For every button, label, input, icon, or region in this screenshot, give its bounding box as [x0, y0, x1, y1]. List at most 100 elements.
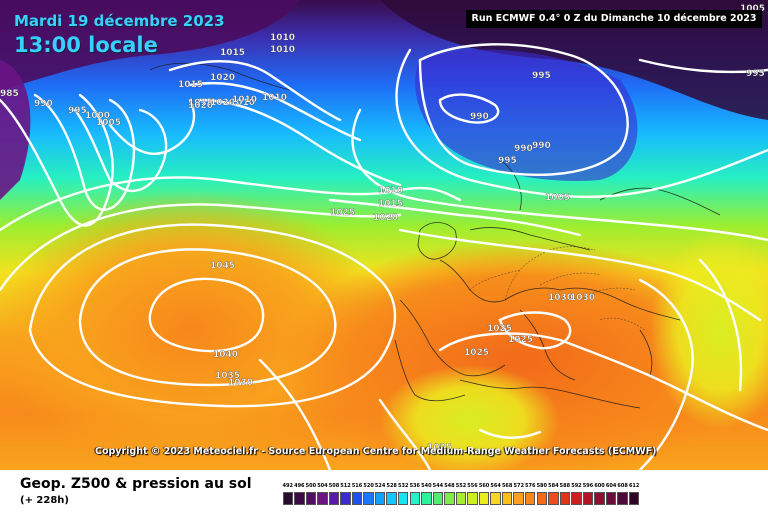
scale-step-label: 536: [409, 483, 420, 489]
isobar-label: 1025: [427, 443, 452, 453]
scale-step-label: 500: [305, 483, 317, 489]
isobar-label: 1040: [213, 350, 238, 360]
isobar-label: 1030: [570, 293, 595, 303]
scale-step-label: 584: [548, 483, 559, 489]
scale-step-label: 508: [328, 483, 340, 489]
z500-pressure-map: 9859909951000100510151010101010151020101…: [0, 0, 768, 470]
scale-step: 520: [363, 483, 375, 507]
north-africa-trough-field: [380, 365, 560, 470]
geopotential-color-scale: 492 496 500 504 508 512 516 520 524 528 532 536 540 5…: [282, 483, 640, 507]
isobar-label: 1005: [545, 193, 570, 203]
isobar-label: 1035: [215, 371, 240, 381]
scale-step-label: 504: [317, 483, 328, 489]
scale-step: 512: [340, 483, 352, 507]
isobar-label: 1025: [487, 324, 512, 334]
scale-step-label: 552: [455, 483, 467, 489]
cold-core-northwest: [0, 0, 300, 90]
map-title: Geop. Z500 & pression au sol: [20, 476, 252, 492]
scale-step-label: 580: [536, 483, 548, 489]
scale-step: 588: [559, 483, 571, 507]
scale-step: 500: [305, 483, 317, 507]
scale-step-label: 492: [282, 483, 293, 489]
scale-step-swatch: [594, 492, 605, 505]
east-trough-field: [650, 230, 768, 430]
scale-step-swatch: [444, 492, 455, 505]
scale-step-swatch: [536, 492, 548, 505]
isobar-label: 1015: [178, 80, 203, 90]
scale-step: 604: [605, 483, 617, 507]
scale-step-label: 596: [582, 483, 594, 489]
isobar-label: 1030: [228, 378, 253, 388]
scale-step: 544: [432, 483, 444, 507]
scale-step-label: 588: [559, 483, 571, 489]
scale-step: 596: [582, 483, 594, 507]
isobar-label: 1010: [262, 93, 287, 103]
scale-step-swatch: [432, 492, 444, 505]
forecast-local-time: 13:00 locale: [14, 33, 158, 57]
isobar-label: 1020: [188, 101, 213, 111]
cold-core-west: [0, 60, 31, 200]
scale-step-label: 496: [294, 483, 305, 489]
scale-step-swatch: [409, 492, 421, 505]
scale-step-swatch: [628, 492, 640, 505]
scale-step-label: 572: [513, 483, 524, 489]
scale-step-label: 524: [374, 483, 386, 489]
isobar-label: 990: [514, 144, 533, 154]
coastlines: [149, 62, 721, 409]
isobar-label: 1015: [378, 199, 403, 209]
forecast-lead-time: (+ 228h): [20, 495, 69, 506]
scale-step-swatch: [305, 492, 317, 505]
isobar-label: 995: [746, 69, 765, 79]
scale-step-swatch: [455, 492, 467, 505]
scale-step: 608: [617, 483, 629, 507]
scale-step: 532: [397, 483, 409, 507]
scale-step-label: 604: [605, 483, 617, 489]
scale-step: 572: [513, 483, 525, 507]
scale-step-swatch: [282, 492, 293, 505]
scale-step-swatch: [363, 492, 374, 505]
isobar-label: 1020: [373, 213, 398, 223]
forecast-date: Mardi 19 décembre 2023: [14, 12, 225, 30]
scale-step-label: 540: [421, 483, 432, 489]
model-run-info: Run ECMWF 0.4° 0 Z du Dimanche 10 décemb…: [466, 10, 762, 28]
scale-step-swatch: [374, 492, 386, 505]
scale-step-swatch: [421, 492, 432, 505]
isobar-label: 990: [34, 99, 53, 109]
scale-step-label: 560: [478, 483, 490, 489]
isobar-label: 1030: [548, 293, 573, 303]
scale-step: 548: [444, 483, 456, 507]
scale-step-label: 576: [525, 483, 536, 489]
scale-step: 508: [328, 483, 340, 507]
scale-step: 496: [294, 483, 306, 507]
scale-step-swatch: [294, 492, 305, 505]
scale-step-label: 600: [594, 483, 605, 489]
scale-step: 600: [594, 483, 606, 507]
isobar-label: 995: [498, 156, 517, 166]
scale-step-swatch: [582, 492, 594, 505]
scale-step-label: 516: [351, 483, 363, 489]
scale-step-swatch: [513, 492, 524, 505]
scale-step-swatch: [490, 492, 501, 505]
isobar-label: 1015: [220, 48, 245, 58]
scale-step-swatch: [328, 492, 340, 505]
isobar-label: 1010: [270, 45, 295, 55]
scale-step-swatch: [397, 492, 409, 505]
isobar-label: 990: [470, 112, 489, 122]
scale-step: 580: [536, 483, 548, 507]
isobar-label: 1005: [96, 118, 121, 128]
scale-step-label: 592: [571, 483, 582, 489]
isobar-label: 1015: [188, 98, 213, 108]
cold-core-north: [380, 0, 768, 120]
scale-step-label: 568: [501, 483, 513, 489]
isobar-label: 995: [532, 71, 551, 81]
scale-step: 612: [628, 483, 640, 507]
scale-step-label: 556: [467, 483, 478, 489]
scale-step: 492: [282, 483, 294, 507]
low-scandinavia-field: [415, 49, 638, 181]
scale-step-label: 548: [444, 483, 455, 489]
scale-step-swatch: [617, 492, 628, 505]
scale-step-label: 608: [617, 483, 628, 489]
isobar-label: 1010: [270, 33, 295, 43]
legend-footer: Geop. Z500 & pression au sol (+ 228h) 49…: [0, 470, 768, 512]
scale-step-swatch: [501, 492, 513, 505]
